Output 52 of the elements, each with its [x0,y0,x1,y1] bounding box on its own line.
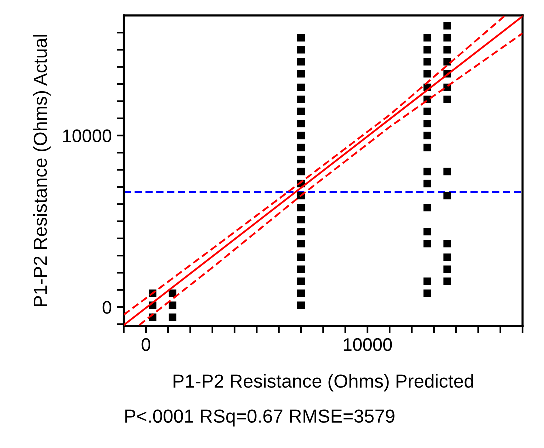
point [424,46,432,54]
point [297,204,306,212]
point [424,204,432,212]
point [424,144,432,152]
point [297,34,306,42]
point [297,240,306,248]
point [297,266,306,274]
point [168,302,177,310]
point [297,302,306,310]
point [424,58,432,66]
point [424,240,432,248]
point [297,58,306,66]
point [297,96,306,104]
point [424,108,432,116]
point [297,70,306,78]
y-axis-title: P1-P2 Resistance (Ohms) Actual [33,35,51,306]
point [297,216,306,224]
point [424,180,432,188]
point [424,168,432,176]
point [297,144,306,152]
point [297,278,306,286]
point [444,34,452,42]
point [297,132,306,140]
point [444,192,452,200]
point [444,46,452,54]
point [424,120,432,128]
point [297,46,306,54]
point [297,228,306,236]
point [297,168,306,176]
point [297,290,306,298]
point [297,108,306,116]
text: P<.0001 RSq=0.67 RMSE=3579 [126,410,395,427]
point [297,156,306,164]
point [424,34,432,42]
point [424,290,432,298]
point [444,240,452,248]
point [444,58,452,66]
point [297,84,306,92]
point [444,96,452,104]
point [168,314,177,322]
point [297,120,306,128]
point [444,278,452,286]
point [444,254,452,262]
point [297,254,306,262]
point [424,70,432,78]
point [424,278,432,286]
x-axis-title: P1-P2 Resistance (Ohms) Predicted [174,374,474,392]
point [444,266,452,274]
point [424,132,432,140]
point [444,168,452,176]
point [444,22,452,30]
point [424,228,432,236]
